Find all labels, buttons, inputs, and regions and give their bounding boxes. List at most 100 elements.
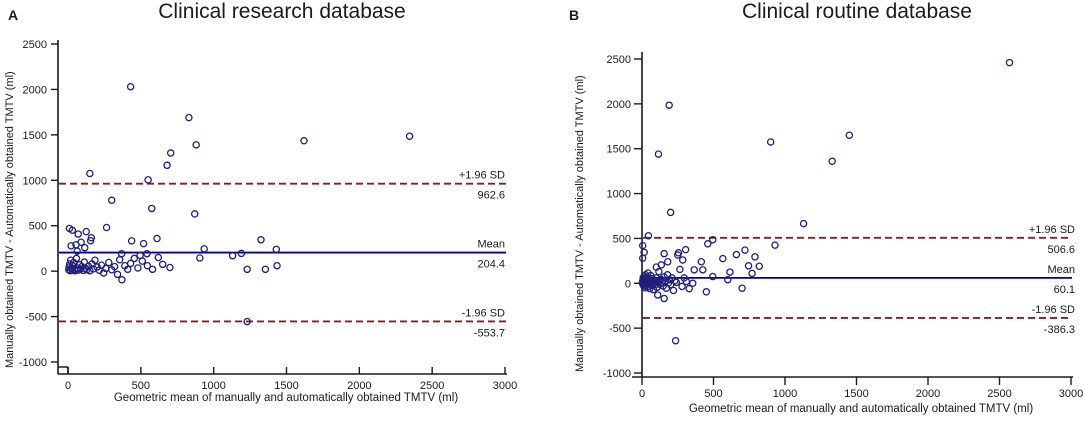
data-point (86, 266, 94, 275)
x-tick-label: 2500 (420, 380, 444, 392)
data-point (726, 268, 734, 276)
data-point (148, 265, 157, 274)
data-point (653, 291, 662, 299)
data-point (105, 258, 113, 267)
data-point (709, 272, 717, 281)
data-point (751, 253, 759, 261)
data-point (107, 196, 116, 205)
data-point (672, 278, 681, 287)
data-point (766, 138, 775, 146)
data-point (130, 254, 139, 263)
panel-clinical-research: A Clinical research database Manually ob… (4, 0, 517, 404)
x-tick-label: 500 (704, 388, 722, 400)
data-point (681, 245, 690, 254)
data-point (755, 262, 764, 270)
data-point (699, 266, 707, 274)
data-point (261, 265, 270, 274)
y-tick-label: -500 (25, 312, 47, 324)
data-point (638, 254, 647, 262)
panel-a-x-axis-label: Geometric mean of manually and automatic… (113, 392, 459, 404)
data-point (671, 276, 679, 285)
upper-loa-value: 962.6 (477, 190, 505, 202)
data-point (67, 242, 75, 250)
data-point (73, 247, 81, 255)
x-tick-label: 1000 (773, 388, 797, 400)
data-point (127, 237, 136, 245)
panel-b-scatter-plot: -1000 -500 0 500 1000 1500 2000 2500 0 500 1000 150… (603, 52, 1083, 400)
data-point (86, 236, 95, 245)
data-point (166, 263, 174, 272)
data-point (166, 149, 175, 157)
data-point (665, 101, 673, 109)
x-tick-label: 0 (65, 380, 71, 392)
data-point (702, 288, 711, 296)
x-tick-label: 1500 (844, 388, 868, 400)
y-tick-label: 2500 (607, 54, 631, 66)
data-point (719, 254, 727, 263)
y-tick-label: 500 (613, 233, 631, 245)
data-point (671, 336, 680, 345)
x-tick-label: 1000 (201, 380, 225, 392)
panel-b-x-axis-label: Geometric mean of manually and automatic… (688, 403, 1034, 415)
data-point (68, 226, 77, 235)
x-tick-label: 3000 (1059, 388, 1083, 400)
data-point (676, 265, 684, 274)
data-point (664, 279, 673, 287)
data-point (81, 243, 89, 252)
data-point (704, 240, 712, 248)
panel-a-scatter-plot: -1000 -500 0 500 1000 1500 2000 2500 0 500 1000 150… (19, 39, 517, 392)
data-point (644, 231, 653, 240)
data-point (153, 234, 161, 243)
data-point (738, 284, 746, 292)
y-tick-label: 2000 (607, 99, 631, 111)
x-tick-label: 500 (132, 380, 150, 392)
data-point (110, 262, 119, 271)
y-tick-label: 2000 (23, 84, 47, 96)
y-tick-label: 1500 (607, 144, 631, 156)
data-point (87, 233, 96, 242)
upper-loa-label: +1.96 SD (1029, 224, 1075, 236)
data-point (196, 254, 204, 262)
data-point (237, 249, 246, 258)
data-point (243, 265, 251, 274)
data-point (697, 258, 706, 266)
data-point (102, 223, 111, 232)
data-point (154, 253, 163, 262)
data-point (845, 131, 854, 140)
data-point (673, 251, 682, 259)
x-tick-label: 1500 (274, 380, 298, 392)
data-point (72, 254, 81, 263)
mean-value: 204.4 (477, 259, 505, 271)
data-point (123, 265, 132, 274)
lower-loa-value: -386.3 (1044, 324, 1075, 336)
axis-lines (632, 52, 1073, 378)
panel-b-letter: B (569, 7, 580, 23)
data-point (663, 258, 672, 266)
mean-value: 60.1 (1054, 284, 1075, 296)
data-point (660, 294, 668, 303)
data-point (115, 256, 124, 264)
lower-loa-label: -1.96 SD (462, 307, 505, 319)
y-tick-label: 1000 (607, 189, 631, 201)
y-tick-label: 1000 (23, 175, 47, 187)
upper-loa-label: +1.96 SD (459, 170, 505, 182)
y-tick-label: -1000 (19, 357, 47, 369)
data-point (139, 239, 148, 248)
data-point (134, 264, 142, 272)
data-point (655, 267, 663, 276)
data-point (272, 245, 281, 254)
panel-b-title: Clinical routine database (742, 0, 972, 23)
x-tick-label: 2500 (987, 388, 1011, 400)
data-point (690, 266, 698, 274)
panel-a-title: Clinical research database (158, 0, 406, 23)
data-point (126, 259, 135, 268)
data-point (682, 277, 691, 286)
data-point (86, 169, 94, 178)
y-tick-label: 0 (41, 266, 47, 278)
data-point (748, 269, 756, 278)
x-tick-label: 2000 (347, 380, 371, 392)
data-point (163, 161, 171, 170)
data-point (74, 230, 82, 238)
lower-loa-value: -553.7 (474, 327, 505, 339)
